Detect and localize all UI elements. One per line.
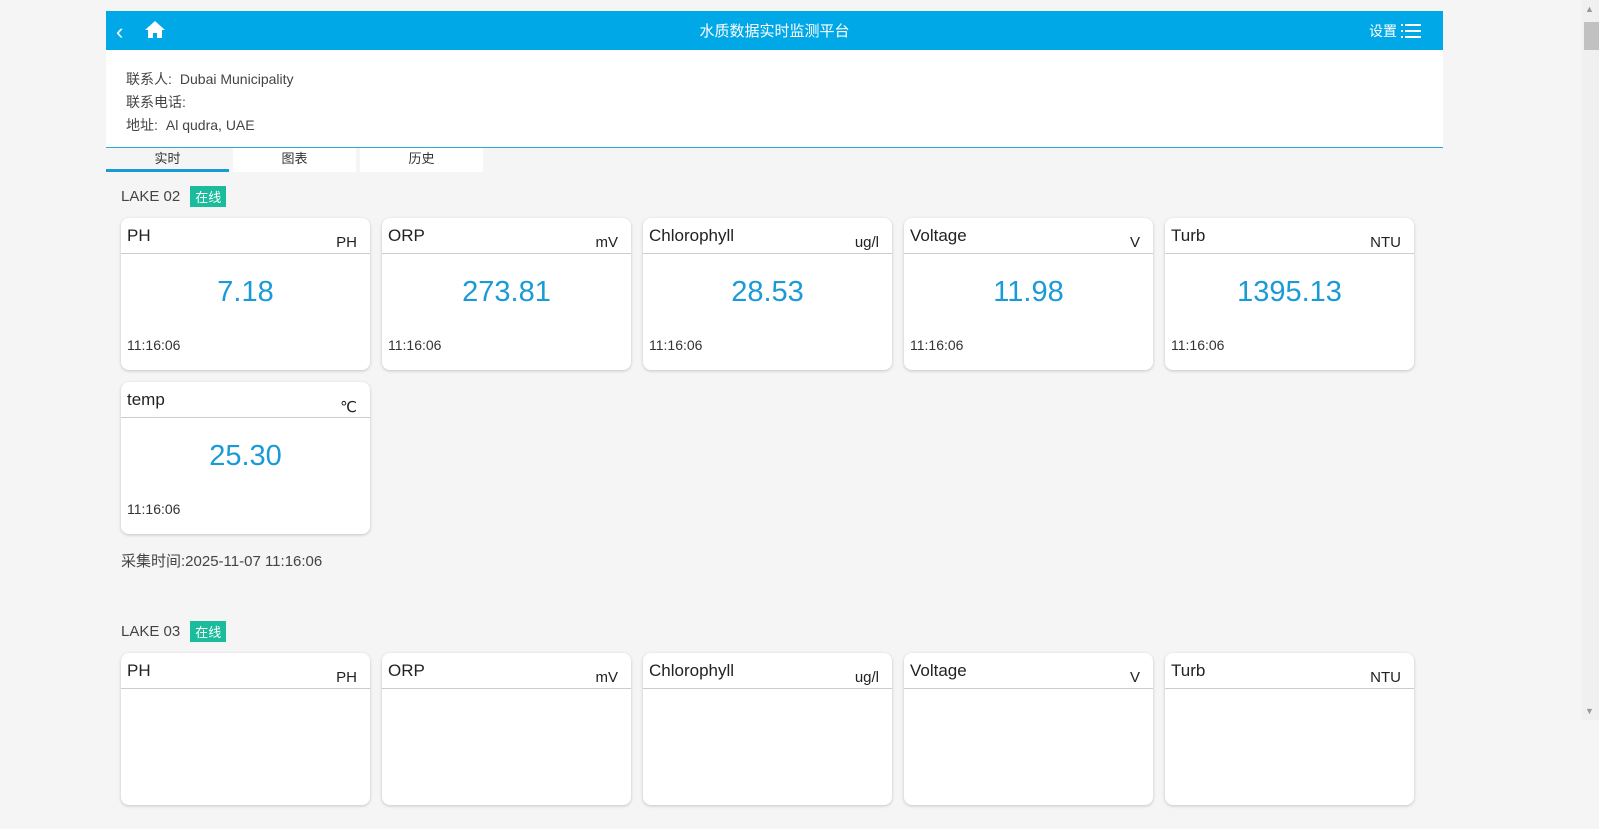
address-label: 地址:: [126, 117, 158, 133]
sensor-card: Turb NTU: [1165, 653, 1414, 805]
sensor-card: PH PH 7.18 11:16:06: [121, 218, 370, 370]
sensor-card: Turb NTU 1395.13 11:16:06: [1165, 218, 1414, 370]
scrollbar-thumb[interactable]: [1584, 22, 1599, 50]
sensor-value: 273.81: [462, 276, 551, 308]
station-name: LAKE 03: [121, 622, 181, 640]
sensor-unit: PH: [336, 669, 357, 686]
station-name: LAKE 02: [121, 187, 181, 205]
collect-value: 2025-11-07 11:16:06: [185, 553, 323, 570]
sensor-unit: ug/l: [854, 234, 879, 251]
sensor-value: 1395.13: [1237, 276, 1342, 308]
tab-bar: 实时 图表 历史: [106, 148, 1443, 172]
sensor-name: Chlorophyll: [649, 226, 735, 245]
sensor-card: ORP mV: [382, 653, 631, 805]
sensor-time: 11:16:06: [649, 337, 703, 353]
sensor-unit: NTU: [1370, 234, 1401, 251]
settings-label: 设置: [1369, 23, 1397, 39]
sensor-unit: NTU: [1370, 669, 1401, 686]
contact-value: Dubai Municipality: [179, 71, 294, 87]
sensor-unit: ℃: [340, 399, 357, 416]
sensor-name: ORP: [388, 226, 425, 245]
scroll-down-icon[interactable]: ▼: [1585, 706, 1594, 716]
sensor-card: ORP mV 273.81 11:16:06: [382, 218, 631, 370]
sensor-name: PH: [127, 661, 151, 680]
status-badge: 在线: [190, 620, 227, 642]
sensor-unit: V: [1129, 669, 1140, 686]
collect-label: 采集时间:: [121, 553, 186, 570]
scroll-up-icon[interactable]: ▲: [1585, 4, 1594, 14]
sensor-time: 11:16:06: [127, 337, 181, 353]
sensor-name: temp: [127, 390, 165, 409]
sensor-time: 11:16:06: [388, 337, 442, 353]
sensor-time: 11:16:06: [1171, 337, 1225, 353]
sensor-name: Voltage: [910, 661, 967, 680]
home-icon[interactable]: [144, 19, 166, 44]
sensor-card: PH PH: [121, 653, 370, 805]
tab-history[interactable]: 历史: [360, 148, 483, 172]
sensor-card: Chlorophyll ug/l: [643, 653, 892, 805]
app-header: ‹ 水质数据实时监测平台 设置: [106, 11, 1443, 50]
sensor-name: PH: [127, 226, 151, 245]
chevron-left-icon[interactable]: ‹: [116, 19, 124, 44]
contact-info: 联系人: Dubai Municipality 联系电话: 地址: Al qudra…: [106, 50, 1443, 148]
collect-time: 采集时间:2025-11-07 11:16:06: [121, 550, 1428, 571]
scrollbar[interactable]: ▲ ▼: [1581, 0, 1599, 720]
sensor-name: ORP: [388, 661, 425, 680]
sensor-unit: ug/l: [854, 669, 879, 686]
sensor-name: Turb: [1171, 226, 1206, 245]
page-title: 水质数据实时监测平台: [699, 23, 850, 40]
tab-realtime[interactable]: 实时: [106, 148, 229, 172]
sensor-unit: mV: [595, 669, 619, 686]
sensor-value: 28.53: [731, 276, 804, 308]
station-section: LAKE 03 在线 PH PH ORP mV Chlorophyll ug/l Vol…: [106, 607, 1443, 829]
sensor-card: Voltage V: [904, 653, 1153, 805]
sensor-card: Chlorophyll ug/l 28.53 11:16:06: [643, 218, 892, 370]
sensor-name: Voltage: [910, 226, 967, 245]
status-badge: 在线: [190, 185, 227, 207]
sensor-time: 11:16:06: [127, 501, 181, 517]
contact-label: 联系人:: [126, 71, 172, 87]
sensor-unit: V: [1129, 234, 1140, 251]
sensor-unit: PH: [336, 234, 357, 251]
sensor-time: 11:16:06: [910, 337, 964, 353]
sensor-value: 7.18: [217, 276, 274, 308]
list-menu-icon: [1401, 24, 1421, 38]
sensor-value: 11.98: [993, 276, 1064, 308]
address-value: Al qudra, UAE: [165, 117, 255, 133]
sensor-card: temp ℃ 25.30 11:16:06: [121, 382, 370, 534]
tab-chart[interactable]: 图表: [233, 148, 356, 172]
station-section: LAKE 02 在线 PH PH 7.18 11:16:06 ORP mV 273.81 1…: [106, 172, 1443, 595]
sensor-name: Chlorophyll: [649, 661, 735, 680]
sensor-value: 25.30: [209, 440, 282, 472]
settings-button[interactable]: 设置: [1369, 21, 1421, 41]
phone-label: 联系电话:: [126, 94, 186, 110]
sensor-name: Turb: [1171, 661, 1206, 680]
page: ‹ 水质数据实时监测平台 设置 联系人: Dubai Municipality 联…: [0, 0, 1549, 829]
sensor-card: Voltage V 11.98 11:16:06: [904, 218, 1153, 370]
sensor-unit: mV: [595, 234, 619, 251]
